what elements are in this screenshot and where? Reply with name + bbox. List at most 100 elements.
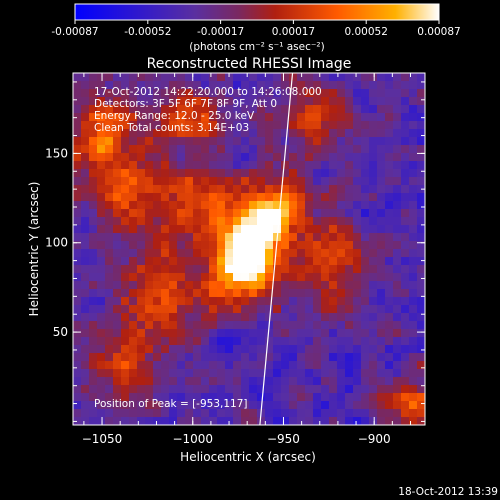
heatmap-cell [129,273,138,282]
heatmap-cell [361,169,370,178]
heatmap-cell [417,129,425,138]
heatmap-cell [321,361,330,370]
heatmap-cell [385,377,394,386]
heatmap-cell [201,313,210,322]
heatmap-cell [177,313,186,322]
heatmap-cell [225,393,234,402]
heatmap-cell [361,249,370,258]
heatmap-cell [89,273,98,282]
heatmap-cell [257,121,266,130]
heatmap-cell [273,145,282,154]
heatmap-cell [129,257,138,266]
colorbar-tick-label: 0.00052 [344,26,387,38]
heatmap-cell [73,409,82,418]
heatmap-cell [289,249,298,258]
heatmap-cell [97,121,106,130]
heatmap-cell [369,209,378,218]
heatmap-cell [297,113,306,122]
heatmap-cell [353,297,362,306]
heatmap-cell [185,409,194,418]
heatmap-cell [305,401,314,410]
heatmap-cell [89,233,98,242]
heatmap-cell [121,137,130,146]
heatmap-cell [233,241,242,250]
heatmap-cell [81,297,90,306]
heatmap-cell [265,409,274,418]
heatmap-cell [289,289,298,298]
heatmap-cell [265,201,274,210]
heatmap-cell [97,265,106,274]
heatmap-cell [289,377,298,386]
heatmap-cell [385,169,394,178]
heatmap-cell [409,345,418,354]
heatmap-cell [153,345,162,354]
heatmap-cell [105,393,114,402]
heatmap-cell [377,281,386,290]
heatmap-cell [345,265,354,274]
heatmap-cell [185,225,194,234]
heatmap-cell [185,137,194,146]
heatmap-cell [97,305,106,314]
heatmap-cell [121,97,130,106]
heatmap-cell [361,153,370,162]
heatmap-cell [145,121,154,130]
heatmap-cell [321,385,330,394]
heatmap-cell [305,305,314,314]
heatmap-cell [321,113,330,122]
heatmap-cell [129,177,138,186]
heatmap-cell [401,241,410,250]
heatmap-cell [153,217,162,226]
heatmap-cell [201,353,210,362]
heatmap-cell [209,169,218,178]
heatmap-cell [345,305,354,314]
heatmap-cell [169,105,178,114]
heatmap-cell [129,417,138,425]
heatmap-cell [265,73,274,82]
heatmap-cell [97,329,106,338]
heatmap-cell [353,409,362,418]
heatmap-cells [73,73,425,425]
heatmap-cell [145,361,154,370]
heatmap-cell [353,145,362,154]
heatmap-cell [185,73,194,82]
heatmap-cell [121,225,130,234]
heatmap-cell [305,105,314,114]
heatmap-cell [73,129,82,138]
heatmap-cell [329,169,338,178]
heatmap-cell [73,153,82,162]
heatmap-cell [265,121,274,130]
heatmap-cell [401,81,410,90]
heatmap-cell [377,201,386,210]
heatmap-cell [369,177,378,186]
heatmap-cell [321,249,330,258]
heatmap-cell [337,393,346,402]
heatmap-cell [321,289,330,298]
heatmap-cell [305,409,314,418]
heatmap-cell [337,401,346,410]
heatmap-cell [113,161,122,170]
heatmap-cell [273,113,282,122]
heatmap-cell [105,97,114,106]
heatmap-cell [153,409,162,418]
heatmap-cell [193,201,202,210]
heatmap-cell [377,337,386,346]
heatmap-cell [193,337,202,346]
heatmap-cell [73,257,82,266]
heatmap-cell [289,401,298,410]
heatmap-cell [113,145,122,154]
heatmap-cell [153,241,162,250]
heatmap-cell [193,401,202,410]
heatmap-cell [113,337,122,346]
heatmap-cell [305,153,314,162]
heatmap-cell [193,105,202,114]
heatmap-cell [225,321,234,330]
heatmap-cell [193,409,202,418]
heatmap-cell [177,177,186,186]
heatmap-cell [145,113,154,122]
heatmap-cell [377,361,386,370]
heatmap-cell [337,369,346,378]
heatmap-cell [177,401,186,410]
heatmap-cell [241,353,250,362]
heatmap-cell [137,217,146,226]
